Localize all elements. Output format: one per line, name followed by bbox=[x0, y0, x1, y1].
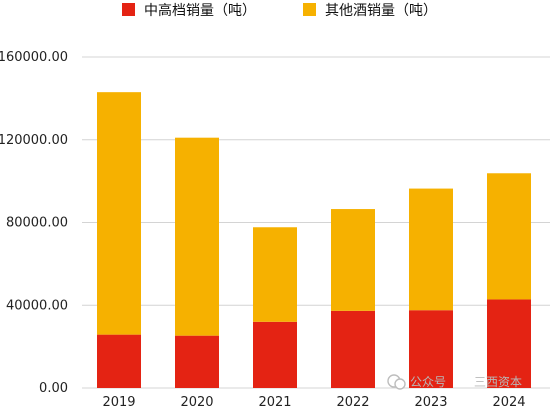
x-tick-label: 2024 bbox=[492, 395, 525, 410]
y-axis: 0.00 40000.00 80000.00 120000.00 160000.00 bbox=[0, 50, 68, 396]
bars bbox=[97, 92, 531, 388]
x-tick-label: 2023 bbox=[414, 395, 447, 410]
legend-label-other: 其他酒销量（吨） bbox=[325, 3, 437, 19]
bar-segment-2023-series-1 bbox=[409, 188, 453, 311]
gridlines bbox=[82, 56, 550, 389]
y-tick-label: 80000.00 bbox=[6, 216, 68, 231]
y-tick-label: 0.00 bbox=[39, 381, 68, 396]
x-axis: 2019 2020 2021 2022 2023 2024 bbox=[102, 395, 525, 410]
x-tick-label: 2021 bbox=[258, 395, 291, 410]
bar-segment-2019-series-1 bbox=[97, 92, 141, 335]
bar-segment-2022-series-1 bbox=[331, 209, 375, 311]
watermark-text-left: 公众号 bbox=[410, 375, 446, 389]
legend-item-other: 其他酒销量（吨） bbox=[303, 3, 437, 19]
x-tick-label: 2019 bbox=[102, 395, 135, 410]
y-tick-label: 40000.00 bbox=[6, 298, 68, 313]
legend-swatch-other bbox=[303, 3, 316, 16]
bar-segment-2020-series-0 bbox=[175, 335, 219, 388]
legend-item-mid-high: 中高档销量（吨） bbox=[122, 2, 256, 19]
bar-segment-2022-series-0 bbox=[331, 310, 375, 388]
x-tick-label: 2022 bbox=[336, 395, 369, 410]
wechat-icon bbox=[387, 374, 406, 390]
bar-segment-2021-series-1 bbox=[253, 227, 297, 322]
legend-label-mid-high: 中高档销量（吨） bbox=[144, 2, 256, 19]
watermark-text-right: 三西资本 bbox=[474, 375, 522, 389]
bar-segment-2023-series-0 bbox=[409, 310, 453, 388]
y-tick-label: 160000.00 bbox=[0, 50, 68, 65]
legend: 中高档销量（吨） 其他酒销量（吨） bbox=[122, 2, 437, 19]
bar-segment-2024-series-1 bbox=[487, 173, 531, 300]
bar-segment-2021-series-0 bbox=[253, 321, 297, 388]
x-tick-label: 2020 bbox=[180, 395, 213, 410]
legend-swatch-mid-high bbox=[122, 3, 135, 16]
bar-segment-2024-series-0 bbox=[487, 299, 531, 388]
bar-segment-2020-series-1 bbox=[175, 137, 219, 336]
y-tick-label: 120000.00 bbox=[0, 133, 68, 148]
bar-segment-2019-series-0 bbox=[97, 334, 141, 388]
watermark: 公众号 三西资本 bbox=[387, 374, 522, 390]
